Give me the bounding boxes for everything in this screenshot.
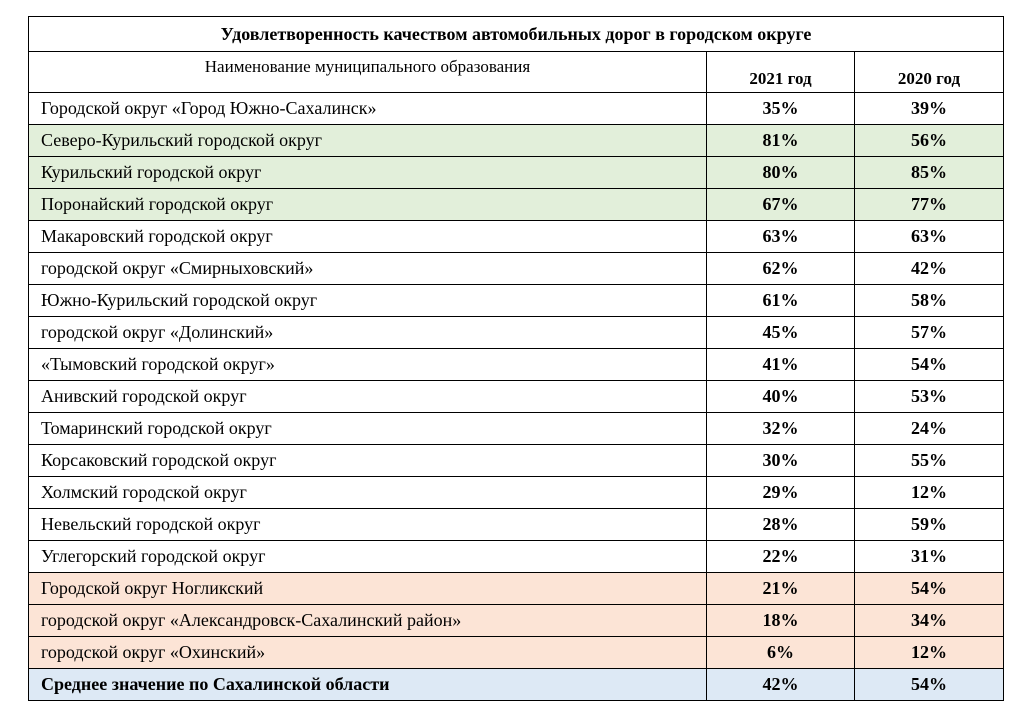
value-2021: 67%	[706, 188, 855, 221]
municipality-name: Холмский городской округ	[28, 476, 707, 509]
municipality-name: Макаровский городской округ	[28, 220, 707, 253]
value-2021: 41%	[706, 348, 855, 381]
value-2021: 22%	[706, 540, 855, 573]
column-header-2021: 2021 год	[706, 51, 855, 93]
value-2021: 30%	[706, 444, 855, 477]
column-header-name: Наименование муниципального образования	[28, 51, 707, 93]
value-2021: 28%	[706, 508, 855, 541]
table-row: Курильский городской округ 80% 85%	[28, 156, 1004, 189]
table-row: «Тымовский городской округ» 41% 54%	[28, 348, 1004, 381]
municipality-name: городской округ «Долинский»	[28, 316, 707, 349]
satisfaction-table: Удовлетворенность качеством автомобильны…	[28, 16, 1004, 701]
title-row: Удовлетворенность качеством автомобильны…	[28, 16, 1004, 52]
municipality-name: Курильский городской округ	[28, 156, 707, 189]
value-2021: 40%	[706, 380, 855, 413]
municipality-name: Невельский городской округ	[28, 508, 707, 541]
value-2020: 12%	[854, 636, 1004, 669]
municipality-name: Корсаковский городской округ	[28, 444, 707, 477]
value-2020: 85%	[854, 156, 1004, 189]
value-2021: 63%	[706, 220, 855, 253]
column-header-2020: 2020 год	[854, 51, 1004, 93]
value-2021: 21%	[706, 572, 855, 605]
table-row: Анивский городской округ 40% 53%	[28, 380, 1004, 413]
municipality-name: Анивский городской округ	[28, 380, 707, 413]
municipality-name: Поронайский городской округ	[28, 188, 707, 221]
value-2020: 57%	[854, 316, 1004, 349]
value-2020: 31%	[854, 540, 1004, 573]
municipality-name: Городской округ Ногликский	[28, 572, 707, 605]
value-2020: 54%	[854, 572, 1004, 605]
value-2020: 59%	[854, 508, 1004, 541]
value-2020: 39%	[854, 92, 1004, 125]
table-row: Невельский городской округ 28% 59%	[28, 508, 1004, 541]
value-2020: 24%	[854, 412, 1004, 445]
value-2021: 80%	[706, 156, 855, 189]
table-row: Северо-Курильский городской округ 81% 56%	[28, 124, 1004, 157]
value-2020: 42%	[854, 252, 1004, 285]
value-2021: 61%	[706, 284, 855, 317]
value-2020: 56%	[854, 124, 1004, 157]
value-2021: 45%	[706, 316, 855, 349]
value-2021: 62%	[706, 252, 855, 285]
value-2020: 12%	[854, 476, 1004, 509]
table-row: Углегорский городской округ 22% 31%	[28, 540, 1004, 573]
municipality-name: Томаринский городской округ	[28, 412, 707, 445]
table-row: Городской округ «Город Южно-Сахалинск» 35…	[28, 92, 1004, 125]
value-2020: 58%	[854, 284, 1004, 317]
municipality-name: «Тымовский городской округ»	[28, 348, 707, 381]
table-row: Южно-Курильский городской округ 61% 58%	[28, 284, 1004, 317]
value-2020: 53%	[854, 380, 1004, 413]
table-row: Холмский городской округ 29% 12%	[28, 476, 1004, 509]
value-2021: 32%	[706, 412, 855, 445]
value-2020: 34%	[854, 604, 1004, 637]
municipality-name: Северо-Курильский городской округ	[28, 124, 707, 157]
value-2021: 42%	[706, 668, 855, 701]
municipality-name: городской округ «Александровск-Сахалинск…	[28, 604, 707, 637]
header-row: Наименование муниципального образования …	[28, 51, 1004, 93]
table-row: городской округ «Охинский» 6% 12%	[28, 636, 1004, 669]
value-2021: 81%	[706, 124, 855, 157]
value-2021: 6%	[706, 636, 855, 669]
value-2020: 55%	[854, 444, 1004, 477]
table-row: городской округ «Александровск-Сахалинск…	[28, 604, 1004, 637]
value-2020: 77%	[854, 188, 1004, 221]
table-row: городской округ «Смирныховский» 62% 42%	[28, 252, 1004, 285]
municipality-name: городской округ «Смирныховский»	[28, 252, 707, 285]
summary-row: Среднее значение по Сахалинской области 4…	[28, 668, 1004, 701]
value-2020: 54%	[854, 348, 1004, 381]
municipality-name: Городской округ «Город Южно-Сахалинск»	[28, 92, 707, 125]
table-row: Макаровский городской округ 63% 63%	[28, 220, 1004, 253]
value-2020: 54%	[854, 668, 1004, 701]
table-title: Удовлетворенность качеством автомобильны…	[28, 16, 1004, 52]
table-row: Городской округ Ногликский 21% 54%	[28, 572, 1004, 605]
value-2021: 18%	[706, 604, 855, 637]
table-row: Поронайский городской округ 67% 77%	[28, 188, 1004, 221]
summary-label: Среднее значение по Сахалинской области	[28, 668, 707, 701]
value-2021: 35%	[706, 92, 855, 125]
table-body: Городской округ «Город Южно-Сахалинск» 35…	[28, 92, 1004, 701]
municipality-name: городской округ «Охинский»	[28, 636, 707, 669]
table-row: Корсаковский городской округ 30% 55%	[28, 444, 1004, 477]
table-row: Томаринский городской округ 32% 24%	[28, 412, 1004, 445]
municipality-name: Углегорский городской округ	[28, 540, 707, 573]
municipality-name: Южно-Курильский городской округ	[28, 284, 707, 317]
table-row: городской округ «Долинский» 45% 57%	[28, 316, 1004, 349]
value-2020: 63%	[854, 220, 1004, 253]
value-2021: 29%	[706, 476, 855, 509]
